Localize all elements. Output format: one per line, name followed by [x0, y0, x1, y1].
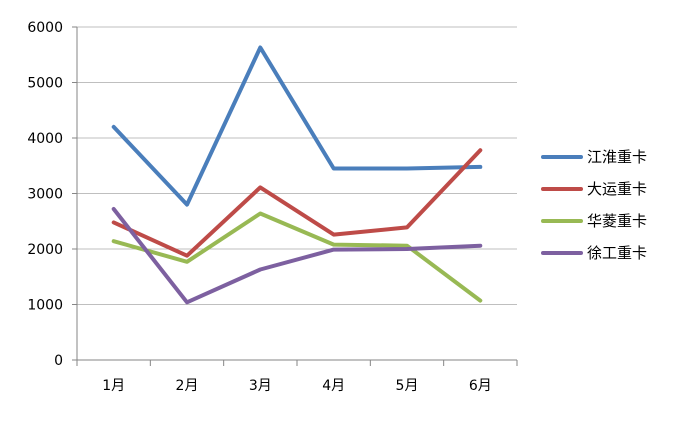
x-tick-label: 2月 [176, 378, 199, 394]
y-tick-label: 5000 [27, 76, 63, 92]
x-axis-tick-labels: 1月 2月 3月 4月 5月 6月 [102, 378, 492, 394]
x-tick-label: 3月 [249, 378, 272, 394]
x-tick-label: 6月 [469, 378, 492, 394]
legend-item: 江淮重卡 [541, 148, 647, 166]
legend-label: 大运重卡 [587, 180, 647, 198]
x-tick-label: 4月 [322, 378, 345, 394]
y-tick-label: 6000 [27, 20, 63, 36]
y-tick-label: 1000 [27, 298, 63, 314]
axes [72, 26, 518, 366]
x-tick-label: 1月 [102, 378, 125, 394]
legend-label: 华菱重卡 [587, 212, 647, 230]
x-tick-label: 5月 [396, 378, 419, 394]
y-axis-tick-labels: 0 1000 2000 3000 4000 5000 6000 [27, 20, 63, 369]
legend-item: 徐工重卡 [541, 244, 647, 262]
legend-item: 大运重卡 [541, 180, 647, 198]
series-line-3 [111, 211, 483, 303]
series-lines [111, 45, 483, 305]
legend-item: 华菱重卡 [541, 212, 647, 230]
y-tick-label: 2000 [27, 242, 63, 258]
y-tick-label: 4000 [27, 131, 63, 147]
legend-label: 江淮重卡 [587, 148, 647, 166]
y-tick-label: 0 [54, 353, 63, 369]
series-line-4 [111, 207, 483, 305]
y-tick-label: 3000 [27, 187, 63, 203]
gridlines [77, 26, 517, 305]
legend-label: 徐工重卡 [587, 244, 647, 262]
series-line-1 [111, 45, 483, 207]
series-line-2 [111, 148, 483, 258]
